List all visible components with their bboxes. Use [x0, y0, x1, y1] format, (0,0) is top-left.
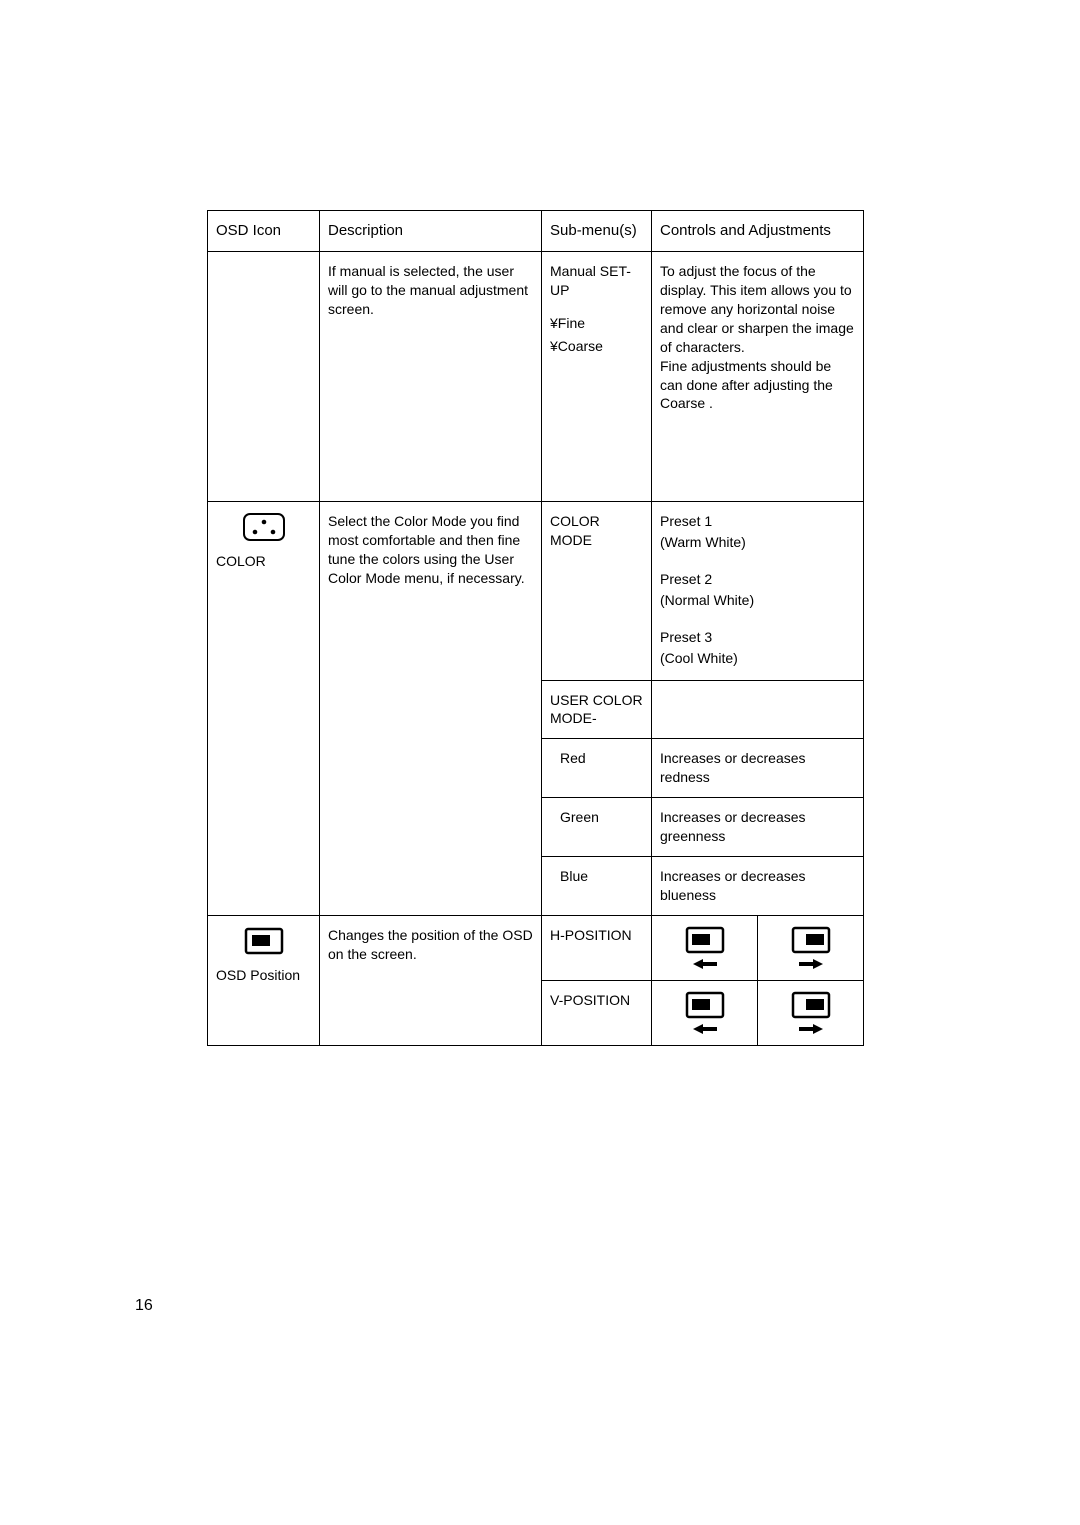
arrow-right-icon	[799, 1023, 823, 1035]
controls-cell: Increases or decreases greenness	[652, 798, 864, 857]
arrow-left-icon	[693, 1023, 717, 1035]
control-h-right	[758, 915, 864, 980]
icon-cell-osd-position: OSD Position	[208, 915, 320, 1045]
description-cell: Select the Color Mode you find most comf…	[320, 502, 542, 915]
preset-1-name: Preset 1	[660, 512, 855, 531]
bullet-glyph: ¥	[550, 338, 558, 354]
bullet-glyph: ¥	[550, 315, 558, 331]
controls-cell: To adjust the focus of the display. This…	[652, 252, 864, 502]
description-cell: If manual is selected, the user will go …	[320, 252, 542, 502]
submenu-cell: USER COLOR MODE-	[542, 680, 652, 739]
header-controls: Controls and Adjustments	[652, 211, 864, 252]
submenu-cell: COLOR MODE	[542, 502, 652, 680]
submenu-cell: Manual SET-UP ¥Fine ¥Coarse	[542, 252, 652, 502]
osd-position-icon	[244, 926, 284, 956]
submenu-item-red: Red	[542, 739, 652, 798]
osd-move-left-icon	[685, 926, 725, 954]
osd-move-right-icon	[791, 991, 831, 1019]
icon-cell-empty	[208, 252, 320, 502]
osd-settings-table: OSD Icon Description Sub-menu(s) Control…	[207, 210, 864, 1046]
document-page: OSD Icon Description Sub-menu(s) Control…	[0, 0, 1080, 1525]
control-h-left	[652, 915, 758, 980]
submenu-cell: H-POSITION	[542, 915, 652, 980]
submenu-title: Manual SET-UP	[550, 262, 643, 300]
preset-3-value: (Cool White)	[660, 649, 855, 668]
description-cell: Changes the position of the OSD on the s…	[320, 915, 542, 1045]
controls-cell: Increases or decreases redness	[652, 739, 864, 798]
icon-cell-color: COLOR	[208, 502, 320, 915]
table-row: If manual is selected, the user will go …	[208, 252, 864, 502]
submenu-item-green: Green	[542, 798, 652, 857]
preset-2-value: (Normal White)	[660, 591, 855, 610]
preset-1-value: (Warm White)	[660, 533, 855, 552]
control-v-left	[652, 980, 758, 1045]
arrow-left-icon	[693, 958, 717, 970]
header-submenu: Sub-menu(s)	[542, 211, 652, 252]
submenu-cell: V-POSITION	[542, 980, 652, 1045]
arrow-right-icon	[799, 958, 823, 970]
icon-label-color: COLOR	[216, 552, 311, 571]
submenu-item-blue: Blue	[542, 856, 652, 915]
controls-cell: Preset 1 (Warm White) Preset 2 (Normal W…	[652, 502, 864, 680]
controls-cell-empty	[652, 680, 864, 739]
submenu-item-fine: ¥Fine	[550, 314, 643, 333]
color-presets-list: Preset 1 (Warm White) Preset 2 (Normal W…	[660, 512, 855, 667]
control-v-right	[758, 980, 864, 1045]
preset-3-name: Preset 3	[660, 628, 855, 647]
header-description: Description	[320, 211, 542, 252]
table-row: COLOR Select the Color Mode you find mos…	[208, 502, 864, 680]
table-row: OSD Position Changes the position of the…	[208, 915, 864, 980]
submenu-item-coarse: ¥Coarse	[550, 337, 643, 356]
table-header-row: OSD Icon Description Sub-menu(s) Control…	[208, 211, 864, 252]
preset-2-name: Preset 2	[660, 570, 855, 589]
osd-move-right-icon	[791, 926, 831, 954]
osd-move-left-icon	[685, 991, 725, 1019]
page-number: 16	[135, 1297, 153, 1315]
icon-label-osd-position: OSD Position	[216, 966, 311, 985]
controls-cell: Increases or decreases blueness	[652, 856, 864, 915]
header-osd-icon: OSD Icon	[208, 211, 320, 252]
color-palette-icon	[242, 512, 286, 542]
